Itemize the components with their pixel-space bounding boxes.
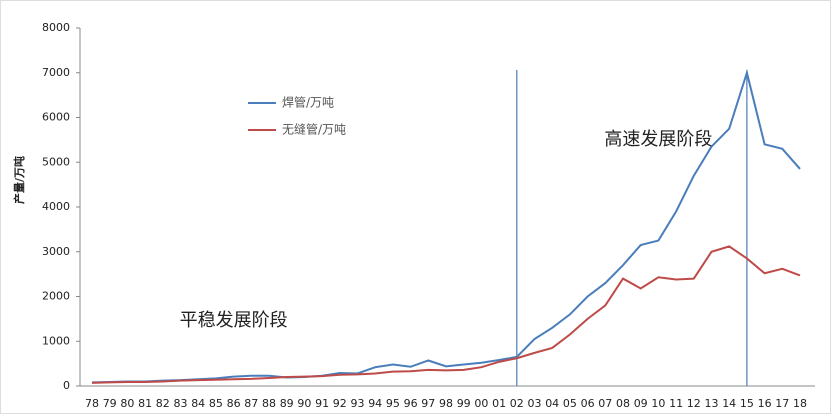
x-tick-label: 88 — [262, 397, 276, 410]
y-tick-label: 4000 — [42, 200, 70, 213]
x-tick-label: 05 — [563, 397, 577, 410]
x-tick-label: 12 — [687, 397, 701, 410]
x-tick-label: 90 — [297, 397, 311, 410]
legend-label: 无缝管/万吨 — [282, 122, 346, 137]
x-tick-label: 86 — [227, 397, 241, 410]
series-line — [91, 245, 801, 384]
x-tick-label: 82 — [156, 397, 170, 410]
x-tick-label: 78 — [85, 397, 99, 410]
x-tick-label: 09 — [634, 397, 648, 410]
x-tick-label: 79 — [103, 397, 117, 410]
x-tick-label: 07 — [598, 397, 612, 410]
x-tick-label: 95 — [386, 397, 400, 410]
x-tick-label: 83 — [174, 397, 188, 410]
y-tick-label: 7000 — [42, 66, 70, 79]
x-tick-label: 96 — [404, 397, 418, 410]
x-tick-label: 98 — [439, 397, 453, 410]
x-tick-label: 84 — [191, 397, 205, 410]
y-tick-label: 6000 — [42, 111, 70, 124]
x-tick-label: 11 — [669, 397, 683, 410]
x-tick-label: 14 — [722, 397, 736, 410]
x-tick-label: 01 — [492, 397, 506, 410]
x-tick-label: 06 — [581, 397, 595, 410]
x-tick-label: 04 — [545, 397, 559, 410]
x-tick-label: 87 — [244, 397, 258, 410]
x-tick-label: 89 — [280, 397, 294, 410]
series-line — [91, 69, 801, 384]
annotation: 平稳发展阶段 — [180, 310, 288, 331]
x-tick-label: 08 — [616, 397, 630, 410]
x-tick-label: 18 — [793, 397, 807, 410]
y-tick-label: 2000 — [42, 290, 70, 303]
legend-label: 焊管/万吨 — [282, 95, 334, 110]
x-tick-label: 85 — [209, 397, 223, 410]
x-tick-label: 99 — [457, 397, 471, 410]
x-tick-label: 97 — [421, 397, 435, 410]
annotation: 高速发展阶段 — [604, 129, 712, 150]
x-tick-label: 00 — [474, 397, 488, 410]
y-axis-label: 产量/万吨 — [12, 156, 26, 204]
x-tick-label: 80 — [120, 397, 134, 410]
x-tick-label: 92 — [333, 397, 347, 410]
x-tick-label: 94 — [368, 397, 382, 410]
x-tick-label: 81 — [138, 397, 152, 410]
y-tick-label: 5000 — [42, 155, 70, 168]
x-tick-label: 03 — [528, 397, 542, 410]
y-tick-label: 1000 — [42, 334, 70, 347]
x-tick-label: 16 — [758, 397, 772, 410]
x-tick-label: 02 — [510, 397, 524, 410]
x-tick-label: 13 — [705, 397, 719, 410]
x-tick-label: 15 — [740, 397, 754, 410]
x-tick-label: 91 — [315, 397, 329, 410]
x-tick-label: 93 — [351, 397, 365, 410]
x-tick-label: 17 — [775, 397, 789, 410]
y-tick-label: 8000 — [42, 21, 70, 34]
y-tick-label: 0 — [63, 379, 70, 392]
y-tick-label: 3000 — [42, 245, 70, 258]
x-tick-label: 10 — [651, 397, 665, 410]
